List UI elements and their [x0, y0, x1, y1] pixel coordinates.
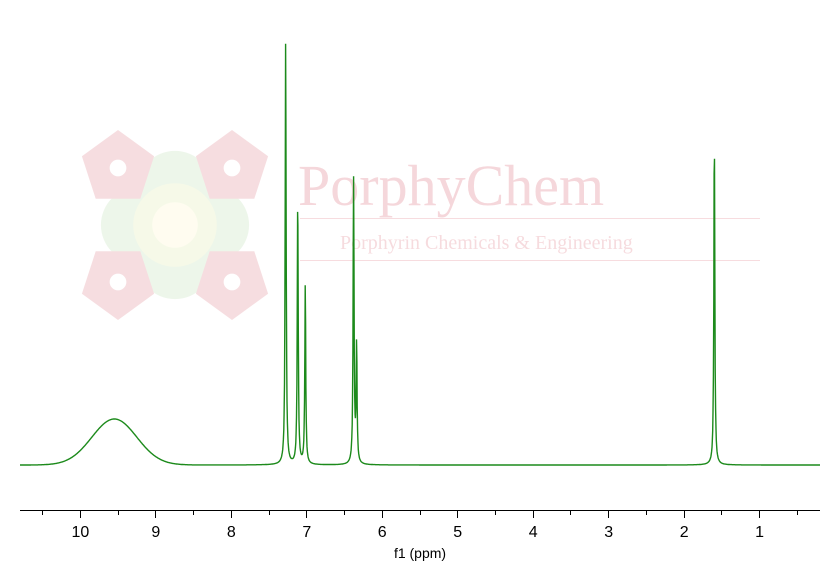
- x-tick-minor: [42, 510, 43, 515]
- x-axis-title: f1 (ppm): [394, 545, 446, 561]
- x-tick-minor: [646, 510, 647, 515]
- x-tick-label: 9: [151, 524, 160, 542]
- x-tick-major: [684, 510, 685, 518]
- x-tick-minor: [193, 510, 194, 515]
- x-tick-major: [533, 510, 534, 518]
- x-tick-major: [231, 510, 232, 518]
- x-tick-minor: [721, 510, 722, 515]
- x-tick-major: [155, 510, 156, 518]
- x-tick-label: 10: [71, 524, 89, 542]
- x-tick-major: [759, 510, 760, 518]
- x-tick-minor: [570, 510, 571, 515]
- x-tick-label: 3: [604, 524, 613, 542]
- x-tick-minor: [495, 510, 496, 515]
- x-tick-major: [608, 510, 609, 518]
- x-tick-major: [382, 510, 383, 518]
- x-tick-label: 2: [680, 524, 689, 542]
- x-tick-minor: [118, 510, 119, 515]
- nmr-spectrum: [0, 0, 840, 586]
- x-tick-major: [306, 510, 307, 518]
- spectrum-trace: [20, 44, 820, 465]
- x-tick-label: 4: [529, 524, 538, 542]
- x-tick-major: [457, 510, 458, 518]
- x-tick-minor: [797, 510, 798, 515]
- x-tick-minor: [269, 510, 270, 515]
- x-tick-minor: [420, 510, 421, 515]
- x-tick-label: 8: [227, 524, 236, 542]
- x-tick-major: [80, 510, 81, 518]
- x-tick-label: 7: [302, 524, 311, 542]
- x-tick-label: 1: [755, 524, 764, 542]
- x-tick-minor: [344, 510, 345, 515]
- x-tick-label: 5: [453, 524, 462, 542]
- x-tick-label: 6: [378, 524, 387, 542]
